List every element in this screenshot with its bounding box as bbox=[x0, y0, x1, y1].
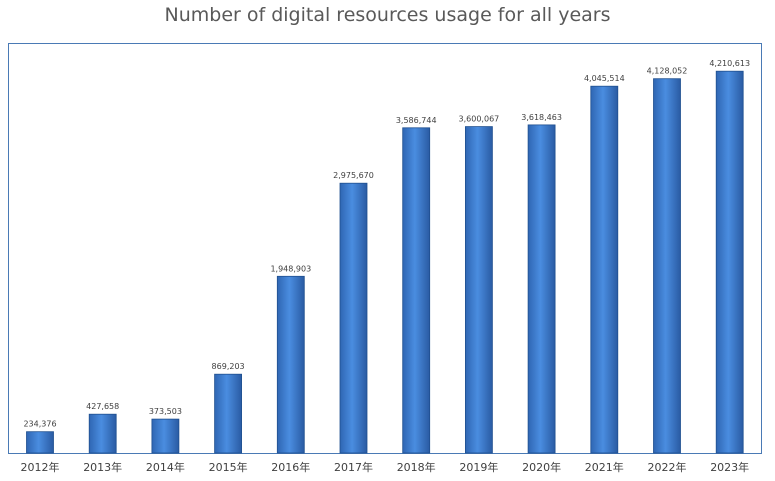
x-tick-labels-group: 2012年 2013年 2014年 2015年 2016年 2017年 2018年 2019年… bbox=[21, 460, 750, 474]
data-label-2012年: 234,376 bbox=[23, 420, 56, 429]
x-tick-label-2017年: 2017年 bbox=[334, 460, 373, 474]
x-tick-label-2023年: 2023年 bbox=[710, 460, 749, 474]
data-label-2021年: 4,045,514 bbox=[584, 74, 625, 83]
data-label-2015年: 869,203 bbox=[212, 362, 245, 371]
bar-2016年 bbox=[276, 275, 305, 454]
x-tick-label-2015年: 2015年 bbox=[209, 460, 248, 474]
data-label-2017年: 2,975,670 bbox=[333, 171, 374, 180]
x-tick-label-2012年: 2012年 bbox=[21, 460, 60, 474]
bar-2021年 bbox=[590, 85, 619, 454]
x-tick-label-2019年: 2019年 bbox=[459, 460, 498, 474]
data-label-2023年: 4,210,613 bbox=[709, 59, 750, 68]
x-tick-label-2018年: 2018年 bbox=[397, 460, 436, 474]
x-tick-label-2016年: 2016年 bbox=[271, 460, 310, 474]
bar-2015年 bbox=[214, 373, 243, 454]
plot-area bbox=[8, 43, 762, 454]
x-tick-label-2021年: 2021年 bbox=[585, 460, 624, 474]
bar-2023年 bbox=[715, 70, 744, 454]
data-label-2020年: 3,618,463 bbox=[521, 113, 562, 122]
data-label-2013年: 427,658 bbox=[86, 402, 119, 411]
bar-2014年 bbox=[151, 418, 180, 454]
bars-group bbox=[26, 70, 744, 454]
bar-2017年 bbox=[339, 182, 368, 454]
bar-2018年 bbox=[402, 127, 431, 454]
bar-2020年 bbox=[527, 124, 556, 454]
value-labels-group: 234,376 427,658 373,503 869,203 1,948,903 2,9… bbox=[23, 59, 750, 429]
bar-2019年 bbox=[464, 126, 493, 454]
x-tick-label-2014年: 2014年 bbox=[146, 460, 185, 474]
x-tick-label-2020年: 2020年 bbox=[522, 460, 561, 474]
data-label-2022年: 4,128,052 bbox=[647, 67, 688, 76]
data-label-2019年: 3,600,067 bbox=[459, 115, 500, 124]
data-label-2018年: 3,586,744 bbox=[396, 116, 437, 125]
bar-2013年 bbox=[88, 413, 117, 454]
x-tick-label-2022年: 2022年 bbox=[648, 460, 687, 474]
bar-2012年 bbox=[26, 431, 54, 454]
data-label-2014年: 373,503 bbox=[149, 407, 182, 416]
chart-title: Number of digital resources usage for al… bbox=[164, 4, 611, 26]
x-tick-label-2013年: 2013年 bbox=[83, 460, 122, 474]
bar-2022年 bbox=[653, 78, 681, 454]
data-label-2016年: 1,948,903 bbox=[270, 264, 311, 273]
